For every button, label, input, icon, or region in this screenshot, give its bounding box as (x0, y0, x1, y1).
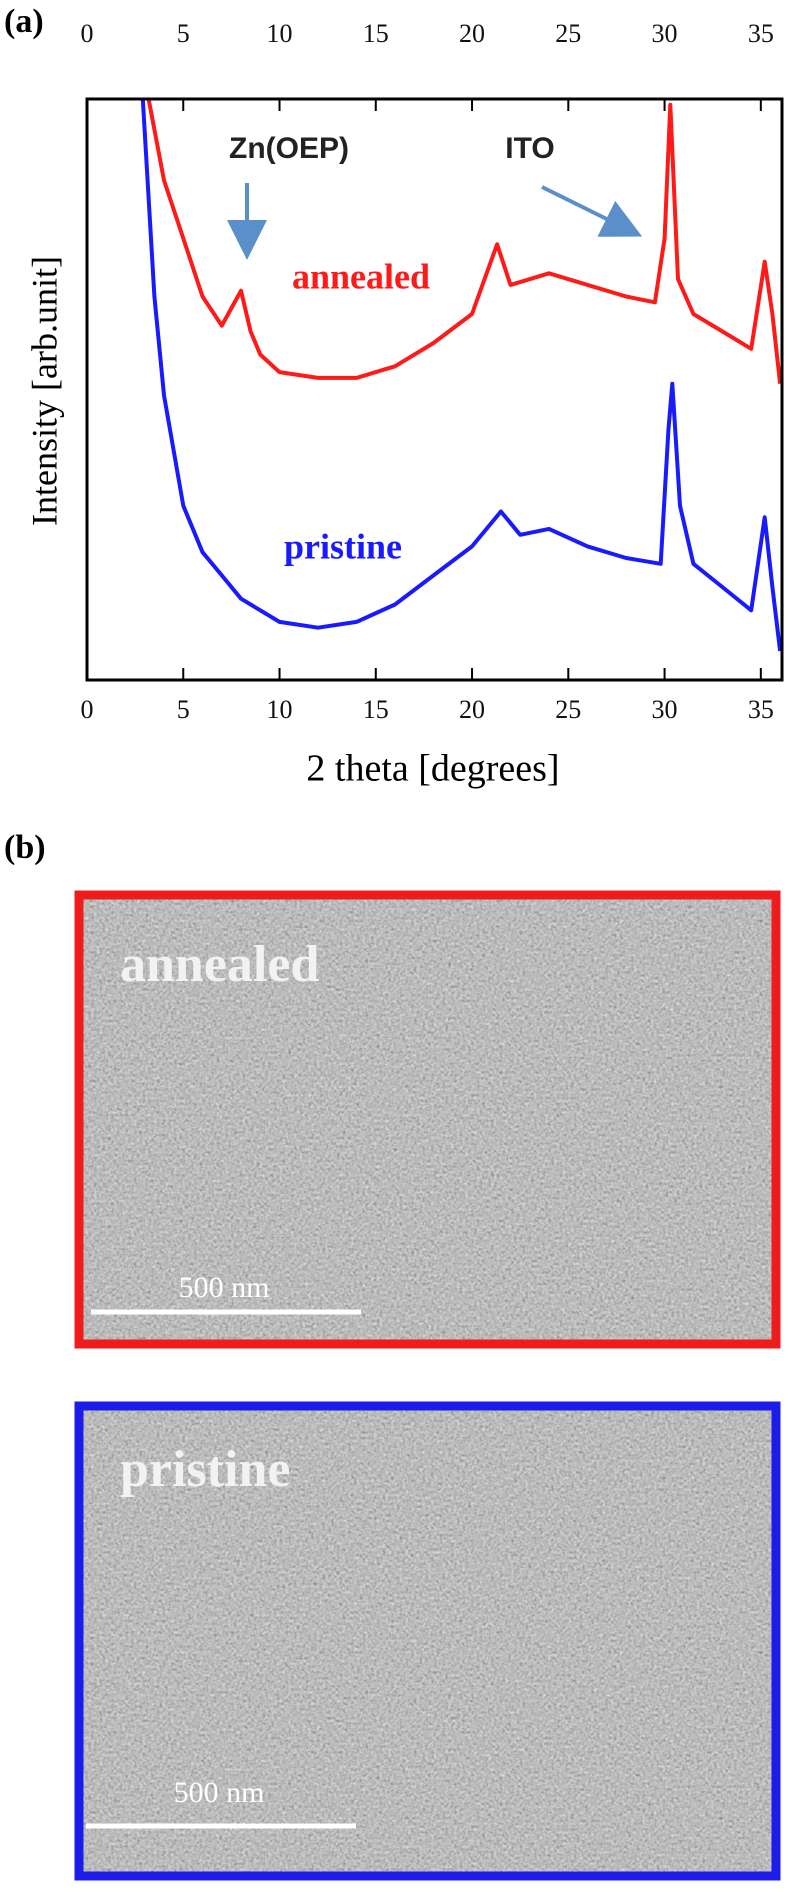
scale-bar-label: 500 nm (179, 1271, 270, 1304)
sem-image (79, 1406, 776, 1876)
x-tick-label: 15 (363, 19, 389, 48)
x-tick-label: 35 (748, 19, 774, 48)
x-tick-label: 15 (363, 695, 389, 724)
y-axis-label: Intensity [arb.unit] (24, 256, 64, 526)
x-tick-label: 5 (177, 695, 190, 724)
x-tick-label: 25 (555, 695, 581, 724)
annotation: ITO (505, 132, 554, 165)
x-tick-label: 30 (652, 19, 678, 48)
panel-label: (a) (4, 3, 44, 40)
sem-border (74, 890, 781, 1349)
annotation: Zn(OEP) (229, 132, 349, 165)
sem-image (79, 895, 776, 1344)
line (146, 98, 783, 384)
sem-label: annealed (120, 936, 319, 993)
plot-frame (85, 97, 784, 682)
x-tick-label: 0 (81, 695, 94, 724)
x-axis-label: 2 theta [degrees] (306, 748, 559, 790)
sem-label: pristine (120, 1441, 290, 1498)
scale-bar-label: 500 nm (174, 1776, 265, 1809)
x-tick-label: 25 (555, 19, 581, 48)
x-tick-label: 35 (748, 695, 774, 724)
plot: 0 0 5 5 10 10 15 15 20 20 25 25 30 30 35 35 annealed pris… (81, 19, 783, 724)
x-tick-label: 20 (459, 695, 485, 724)
x-tick-label: 10 (267, 695, 293, 724)
series-label: pristine (284, 526, 402, 566)
panel-label: (b) (4, 829, 46, 866)
x-tick-label: 5 (177, 19, 190, 48)
line (140, 98, 783, 652)
sem-border (74, 1401, 781, 1881)
x-tick-label: 20 (459, 19, 485, 48)
arrow (541, 185, 643, 237)
sem-panel: pristine 500 nm (74, 1401, 781, 1881)
x-tick-label: 30 (652, 695, 678, 724)
series-label: annealed (292, 256, 430, 296)
sem-panel: annealed 500 nm (74, 890, 781, 1349)
x-tick-label: 10 (267, 19, 293, 48)
x-tick-label: 0 (81, 19, 94, 48)
